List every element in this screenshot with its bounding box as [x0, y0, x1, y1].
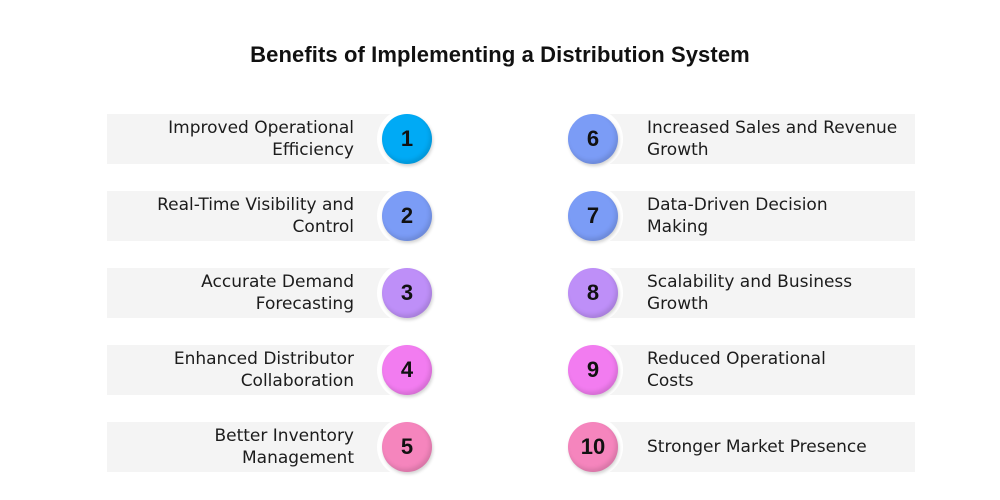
number-badge: 1: [382, 114, 432, 164]
benefit-bar: [107, 114, 405, 164]
benefit-label-line1: Improved Operational: [168, 118, 354, 138]
benefit-label-line1: Stronger Market Presence: [647, 437, 867, 457]
benefit-item: 9 Reduced Operational Costs: [563, 340, 917, 400]
benefit-label-line1: Better Inventory: [214, 426, 354, 446]
benefit-label-line1: Data-Driven Decision: [647, 195, 828, 215]
benefit-label: Accurate Demand Forecasting: [54, 268, 354, 318]
benefit-label: Reduced Operational Costs: [647, 345, 917, 395]
benefit-bar: [107, 345, 405, 395]
benefit-bar: [593, 114, 915, 164]
benefit-item: 2 Real-Time Visibility and Control: [107, 186, 437, 246]
benefit-label: Real-Time Visibility and Control: [54, 191, 354, 241]
benefit-label-line1: Scalability and Business: [647, 272, 853, 292]
benefit-bar: [593, 191, 915, 241]
benefit-item: 10 Stronger Market Presence: [563, 417, 917, 477]
benefit-bar: [593, 345, 915, 395]
benefit-label: Data-Driven Decision Making: [647, 191, 917, 241]
benefit-bar: [593, 268, 915, 318]
number-badge: 7: [568, 191, 618, 241]
benefit-label-line2: Growth: [647, 140, 709, 160]
benefit-item: 1 Improved Operational Efficiency: [107, 109, 437, 169]
benefit-item: 3 Accurate Demand Forecasting: [107, 263, 437, 323]
benefit-bar: [593, 422, 915, 472]
benefit-item: 5 Better Inventory Management: [107, 417, 437, 477]
benefit-label-line2: Collaboration: [240, 371, 354, 391]
benefit-item: 7 Data-Driven Decision Making: [563, 186, 917, 246]
benefit-label-line2: Forecasting: [255, 294, 354, 314]
benefit-label: Increased Sales and Revenue Growth: [647, 114, 917, 164]
benefit-label-line1: Accurate Demand: [201, 272, 354, 292]
benefit-label: Better Inventory Management: [54, 422, 354, 472]
benefit-label-line1: Real-Time Visibility and: [157, 195, 354, 215]
benefit-label: Scalability and Business Growth: [647, 268, 917, 318]
page-title: Benefits of Implementing a Distribution …: [250, 42, 750, 67]
number-badge: 10: [568, 422, 618, 472]
number-badge: 5: [382, 422, 432, 472]
benefit-label-line2: Growth: [647, 294, 709, 314]
benefit-label: Improved Operational Efficiency: [54, 114, 354, 164]
number-badge: 8: [568, 268, 618, 318]
benefit-bar: [107, 191, 405, 241]
benefit-label-line1: Increased Sales and Revenue: [647, 118, 898, 138]
benefit-bar: [107, 268, 405, 318]
number-badge: 3: [382, 268, 432, 318]
number-badge: 6: [568, 114, 618, 164]
benefit-label-line2: Control: [292, 217, 354, 237]
benefit-label: Enhanced Distributor Collaboration: [54, 345, 354, 395]
benefit-item: 8 Scalability and Business Growth: [563, 263, 917, 323]
benefit-item: 4 Enhanced Distributor Collaboration: [107, 340, 437, 400]
benefit-bar: [107, 422, 405, 472]
benefit-label-line1: Enhanced Distributor: [173, 349, 354, 369]
benefit-item: 6 Increased Sales and Revenue Growth: [563, 109, 917, 169]
benefit-label-line2: Management: [242, 448, 354, 468]
benefit-label: Stronger Market Presence: [647, 422, 917, 472]
number-badge: 4: [382, 345, 432, 395]
benefit-label-line2: Making: [647, 217, 709, 237]
benefit-label-line2: Efficiency: [272, 140, 354, 160]
number-badge: 2: [382, 191, 432, 241]
benefit-label-line2: Costs: [647, 371, 694, 391]
number-badge: 9: [568, 345, 618, 395]
benefit-label-line1: Reduced Operational: [647, 349, 826, 369]
